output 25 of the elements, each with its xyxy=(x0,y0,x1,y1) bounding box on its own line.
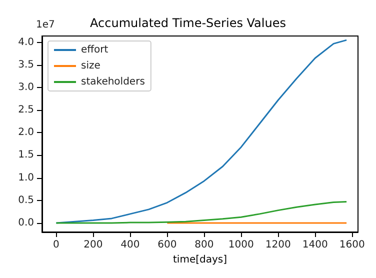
y-tick-label: 2.0 xyxy=(18,127,34,138)
y-tick-label: 1.5 xyxy=(18,150,34,161)
y-tick-label: 4.0 xyxy=(18,36,34,48)
legend-label: effort xyxy=(81,44,108,56)
x-tick-label: 1000 xyxy=(228,240,254,250)
x-tick-label: 1600 xyxy=(339,240,365,250)
chart-title: Accumulated Time-Series Values xyxy=(90,16,286,30)
x-tick-label: 0 xyxy=(53,240,60,250)
y-tick-label: 3.5 xyxy=(18,59,34,70)
y-tick-label: 3.0 xyxy=(18,82,34,93)
x-tick-label: 400 xyxy=(120,240,140,250)
x-tick-label: 200 xyxy=(84,240,103,250)
text: 1e7 xyxy=(36,20,55,30)
y-tick-label: 1.0 xyxy=(18,172,34,184)
y-tick-label: 2.5 xyxy=(18,104,34,116)
x-tick-label: 600 xyxy=(158,240,177,250)
x-tick-label: 1400 xyxy=(302,240,328,250)
x-axis-title: time[days] xyxy=(173,254,228,266)
legend-label: stakeholders xyxy=(81,76,145,88)
line-series xyxy=(55,200,348,224)
legend-label: size xyxy=(81,60,100,72)
x-tick-label: 800 xyxy=(194,240,214,250)
x-tick-label: 1200 xyxy=(265,240,291,250)
y-tick-label: 0.5 xyxy=(18,194,34,206)
y-tick-label: 0.0 xyxy=(18,217,34,228)
